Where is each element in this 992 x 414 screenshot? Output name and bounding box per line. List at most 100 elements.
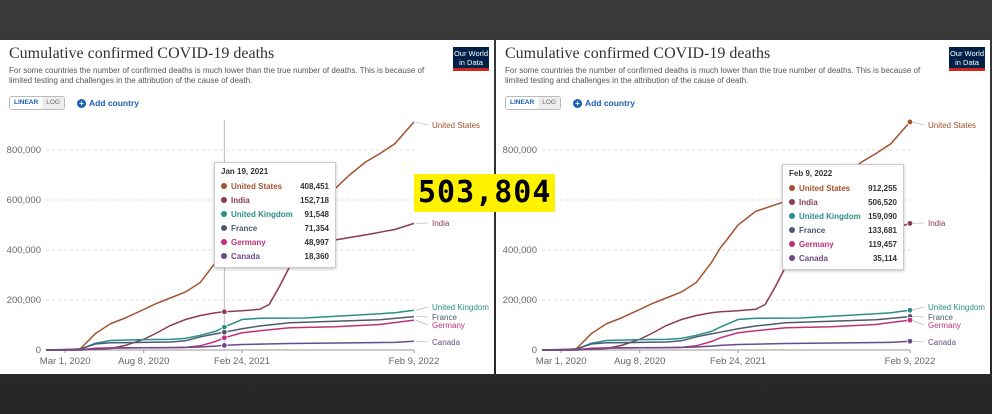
chart-title: Cumulative confirmed COVID-19 deaths xyxy=(9,45,275,62)
tooltip-country: Germany xyxy=(799,239,834,249)
tooltip-country: France xyxy=(231,223,258,233)
series-label-canada: Canada xyxy=(432,338,461,347)
tooltip-value: 133,681 xyxy=(868,225,897,235)
linear-button[interactable]: LINEAR xyxy=(10,97,43,109)
add-country-label: Add country xyxy=(88,98,139,108)
hover-marker xyxy=(906,307,914,314)
hover-marker xyxy=(221,334,228,341)
x-tick-label: Feb 9, 2022 xyxy=(389,356,440,367)
legend-dot-icon xyxy=(221,211,227,217)
chart-controls: LINEAR LOG + Add country xyxy=(505,96,635,110)
log-button[interactable]: LOG xyxy=(538,97,560,109)
legend-dot-icon xyxy=(789,185,795,191)
hover-marker xyxy=(906,118,914,126)
tooltip-rows: United States 408,451 India 152,718 United K… xyxy=(221,179,329,263)
series-label-united-states: United States xyxy=(432,121,480,130)
series-label-france: France xyxy=(432,313,457,322)
owid-logo[interactable]: Our World in Data xyxy=(453,47,489,71)
series-label-united-states: United States xyxy=(928,121,976,130)
x-tick-label: Aug 8, 2020 xyxy=(118,356,169,367)
y-tick-label: 0 xyxy=(532,345,537,356)
hover-tooltip: Feb 9, 2022 United States 912,255 India 506… xyxy=(782,164,904,270)
label-connector xyxy=(911,319,925,326)
tooltip-row: France 133,681 xyxy=(789,223,897,237)
legend-dot-icon xyxy=(789,213,795,219)
tooltip-value: 119,457 xyxy=(868,239,897,249)
highlighted-number: 503,804 xyxy=(414,174,556,212)
tooltip-country: India xyxy=(799,197,818,207)
tooltip-row: Canada 18,360 xyxy=(221,249,329,263)
tooltip-country: United Kingdom xyxy=(231,209,293,219)
legend-dot-icon xyxy=(789,199,795,205)
tooltip-row: United States 912,255 xyxy=(789,181,897,195)
y-tick-label: 600,000 xyxy=(7,195,41,206)
hover-marker xyxy=(906,316,914,324)
tooltip-rows: United States 912,255 India 506,520 United K… xyxy=(789,181,897,265)
tooltip-row: India 506,520 xyxy=(789,195,897,209)
scale-toggle[interactable]: LINEAR LOG xyxy=(9,96,65,110)
tooltip-value: 91,548 xyxy=(304,209,329,219)
add-country-button[interactable]: + Add country xyxy=(572,98,635,108)
tooltip-value: 35,114 xyxy=(872,253,897,263)
scale-toggle[interactable]: LINEAR LOG xyxy=(505,96,561,110)
tooltip-row: United Kingdom 91,548 xyxy=(221,207,329,221)
tooltip-date: Jan 19, 2021 xyxy=(221,167,269,176)
tooltip-country: United States xyxy=(799,183,851,193)
x-tick-label: Feb 9, 2022 xyxy=(885,356,936,367)
y-tick-label: 800,000 xyxy=(503,145,537,156)
x-tick-label: Feb 24, 2021 xyxy=(214,356,270,367)
add-country-label: Add country xyxy=(584,98,635,108)
hover-marker xyxy=(221,342,228,349)
tooltip-value: 408,451 xyxy=(300,181,329,191)
tooltip-country: France xyxy=(799,225,826,235)
log-button[interactable]: LOG xyxy=(42,97,64,109)
series-label-united-kingdom: United Kingdom xyxy=(432,303,489,312)
linear-button[interactable]: LINEAR xyxy=(506,97,539,109)
chart-subtitle: For some countries the number of confirm… xyxy=(9,66,425,85)
series-line-canada xyxy=(46,340,415,351)
x-tick-label: Aug 8, 2020 xyxy=(614,356,665,367)
chart-controls: LINEAR LOG + Add country xyxy=(9,96,139,110)
hover-marker xyxy=(221,328,228,336)
legend-dot-icon xyxy=(221,239,227,245)
legend-dot-icon xyxy=(789,227,795,233)
label-connector xyxy=(415,121,429,126)
y-tick-label: 0 xyxy=(36,345,41,356)
owid-logo[interactable]: Our World in Data xyxy=(949,47,985,71)
series-line-france xyxy=(541,315,911,351)
tooltip-value: 159,090 xyxy=(868,211,897,221)
hover-tooltip: Jan 19, 2021 United States 408,451 India 15… xyxy=(214,162,336,268)
chart-panel-left: Cumulative confirmed COVID-19 deaths For… xyxy=(0,40,494,374)
series-line-canada xyxy=(542,340,911,351)
y-tick-label: 800,000 xyxy=(7,145,41,156)
legend-dot-icon xyxy=(221,225,227,231)
chart-title: Cumulative confirmed COVID-19 deaths xyxy=(505,45,771,62)
label-connector xyxy=(415,340,429,343)
label-connector xyxy=(415,306,429,311)
tooltip-country: Canada xyxy=(231,251,260,261)
label-connector xyxy=(911,340,925,343)
tooltip-value: 48,997 xyxy=(304,237,329,247)
tooltip-value: 912,255 xyxy=(868,183,897,193)
hover-marker xyxy=(221,308,228,316)
tooltip-country: India xyxy=(231,195,250,205)
tooltip-row: Canada 35,114 xyxy=(789,251,897,265)
tooltip-row: United States 408,451 xyxy=(221,179,329,193)
series-label-germany: Germany xyxy=(432,321,465,330)
tooltip-country: United Kingdom xyxy=(799,211,861,221)
series-label-india: India xyxy=(928,219,946,228)
legend-dot-icon xyxy=(221,183,227,189)
y-tick-label: 200,000 xyxy=(7,295,41,306)
x-tick-label: Feb 24, 2021 xyxy=(710,356,766,367)
legend-dot-icon xyxy=(789,255,795,261)
tooltip-value: 152,718 xyxy=(300,195,329,205)
plus-icon: + xyxy=(76,98,86,108)
series-label-india: India xyxy=(432,219,450,228)
label-connector xyxy=(911,121,925,126)
x-tick-label: Mar 1, 2020 xyxy=(40,356,91,367)
tooltip-value: 71,354 xyxy=(304,223,329,233)
tooltip-country: Canada xyxy=(799,253,828,263)
add-country-button[interactable]: + Add country xyxy=(76,98,139,108)
series-label-canada: Canada xyxy=(928,338,957,347)
